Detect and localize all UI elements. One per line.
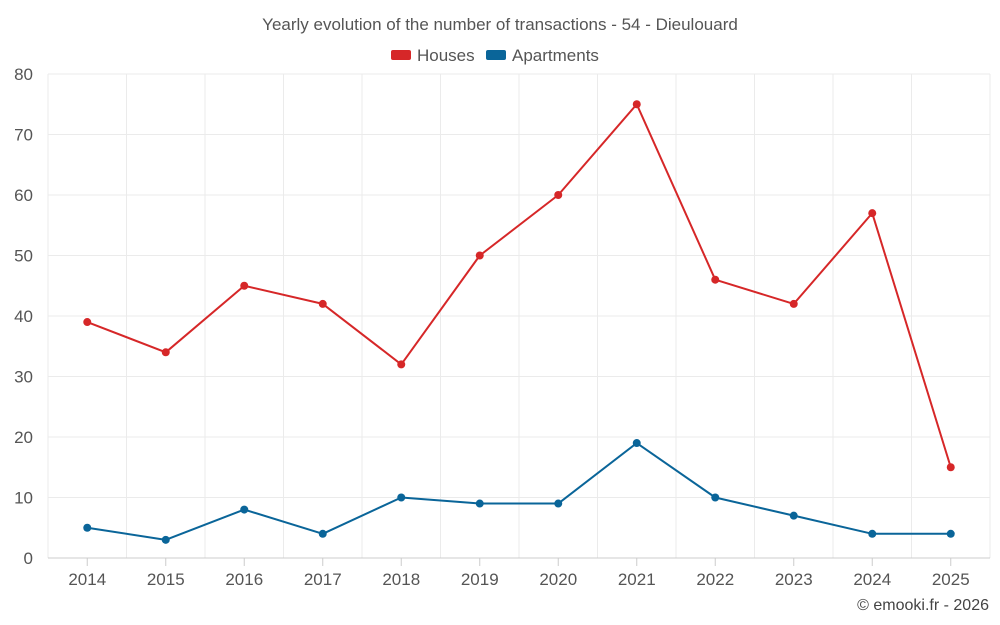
series-line-houses <box>86 103 952 468</box>
x-tick-label-2021: 2021 <box>618 570 656 589</box>
point-apartments-2024[interactable] <box>868 529 877 538</box>
chart-title: Yearly evolution of the number of transa… <box>262 15 738 34</box>
point-apartments-2019[interactable] <box>475 499 484 508</box>
x-axis: 2014 2015 2016 2017 2018 2019 2020 2021 2022 2023… <box>48 557 990 589</box>
y-tick-label: 70 <box>14 126 33 145</box>
legend: Houses Apartments <box>391 46 599 65</box>
point-apartments-2022[interactable] <box>711 493 720 502</box>
y-tick-label: 20 <box>14 428 33 447</box>
legend-swatch-houses <box>391 50 411 60</box>
y-tick-label: 80 <box>14 65 33 84</box>
legend-swatch-apartments <box>486 50 506 60</box>
point-houses-2016[interactable] <box>240 281 249 290</box>
legend-label-apartments: Apartments <box>512 46 599 65</box>
point-houses-2018[interactable] <box>397 360 406 369</box>
x-tick-label-2018: 2018 <box>382 570 420 589</box>
series-group <box>83 100 955 544</box>
point-houses-2024[interactable] <box>868 209 877 218</box>
point-houses-2019[interactable] <box>475 251 484 260</box>
x-tick-label-2022: 2022 <box>696 570 734 589</box>
point-apartments-2020[interactable] <box>554 499 563 508</box>
x-tick-label-2024: 2024 <box>853 570 891 589</box>
y-axis: 0 10 20 30 40 50 60 70 80 <box>14 65 33 568</box>
point-apartments-2014[interactable] <box>83 523 92 532</box>
point-houses-2014[interactable] <box>83 318 92 327</box>
point-houses-2015[interactable] <box>161 348 170 357</box>
grid <box>47 73 991 558</box>
point-houses-2025[interactable] <box>946 463 955 472</box>
y-tick-label: 60 <box>14 186 33 205</box>
y-tick-label: 30 <box>14 368 33 387</box>
x-tick-label-2019: 2019 <box>461 570 499 589</box>
y-tick-label: 0 <box>24 549 33 568</box>
point-houses-2022[interactable] <box>711 275 720 284</box>
series-line-apartments <box>87 442 951 541</box>
point-houses-2017[interactable] <box>318 299 327 308</box>
credit-text: © emooki.fr - 2026 <box>857 597 989 614</box>
x-tick-label-2014: 2014 <box>68 570 106 589</box>
legend-item-houses[interactable]: Houses <box>391 46 475 65</box>
legend-item-apartments[interactable]: Apartments <box>486 46 599 65</box>
x-tick-label-2025: 2025 <box>932 570 970 589</box>
point-houses-2021[interactable] <box>632 100 641 109</box>
point-apartments-2018[interactable] <box>397 493 406 502</box>
y-tick-label: 10 <box>14 489 33 508</box>
point-apartments-2016[interactable] <box>240 505 249 514</box>
y-tick-label: 50 <box>14 247 33 266</box>
point-apartments-2021[interactable] <box>632 439 641 448</box>
x-tick-label-2020: 2020 <box>539 570 577 589</box>
point-apartments-2025[interactable] <box>946 529 955 538</box>
x-tick-label-2023: 2023 <box>775 570 813 589</box>
point-houses-2023[interactable] <box>789 299 798 308</box>
x-tick-label-2015: 2015 <box>147 570 185 589</box>
point-apartments-2015[interactable] <box>161 535 170 544</box>
x-tick-label-2016: 2016 <box>225 570 263 589</box>
y-tick-label: 40 <box>14 307 33 326</box>
legend-label-houses: Houses <box>417 46 475 65</box>
point-apartments-2023[interactable] <box>789 511 798 520</box>
point-apartments-2017[interactable] <box>318 529 327 538</box>
x-tick-label-2017: 2017 <box>304 570 342 589</box>
point-houses-2020[interactable] <box>554 191 563 199</box>
